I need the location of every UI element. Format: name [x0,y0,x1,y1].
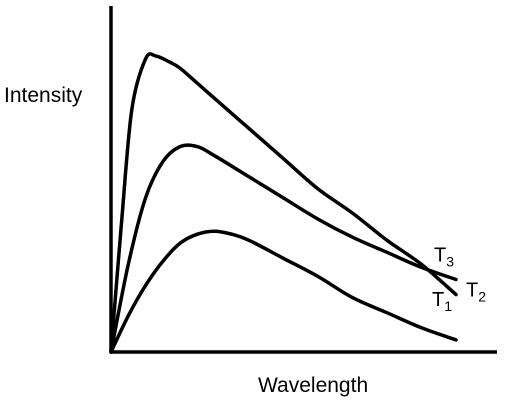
series-label-name: T [466,280,478,302]
series-label-subscript: 3 [446,254,454,270]
series-line-t3 [109,52,458,354]
series-label-subscript: 2 [478,289,486,305]
axes [109,6,497,354]
series-line-t2 [109,143,458,354]
series-label-name: T [432,289,444,311]
series-label-name: T [434,245,446,267]
series-label-t3: T3 [434,245,454,270]
series-label-t1: T1 [432,289,452,314]
x-axis-label: Wavelength [258,374,368,397]
plot-lines [109,52,458,354]
series-line-t1 [109,229,458,354]
series-label-subscript: 1 [444,298,452,314]
y-axis-label: Intensity [4,84,83,107]
series-label-t2: T2 [466,280,486,305]
